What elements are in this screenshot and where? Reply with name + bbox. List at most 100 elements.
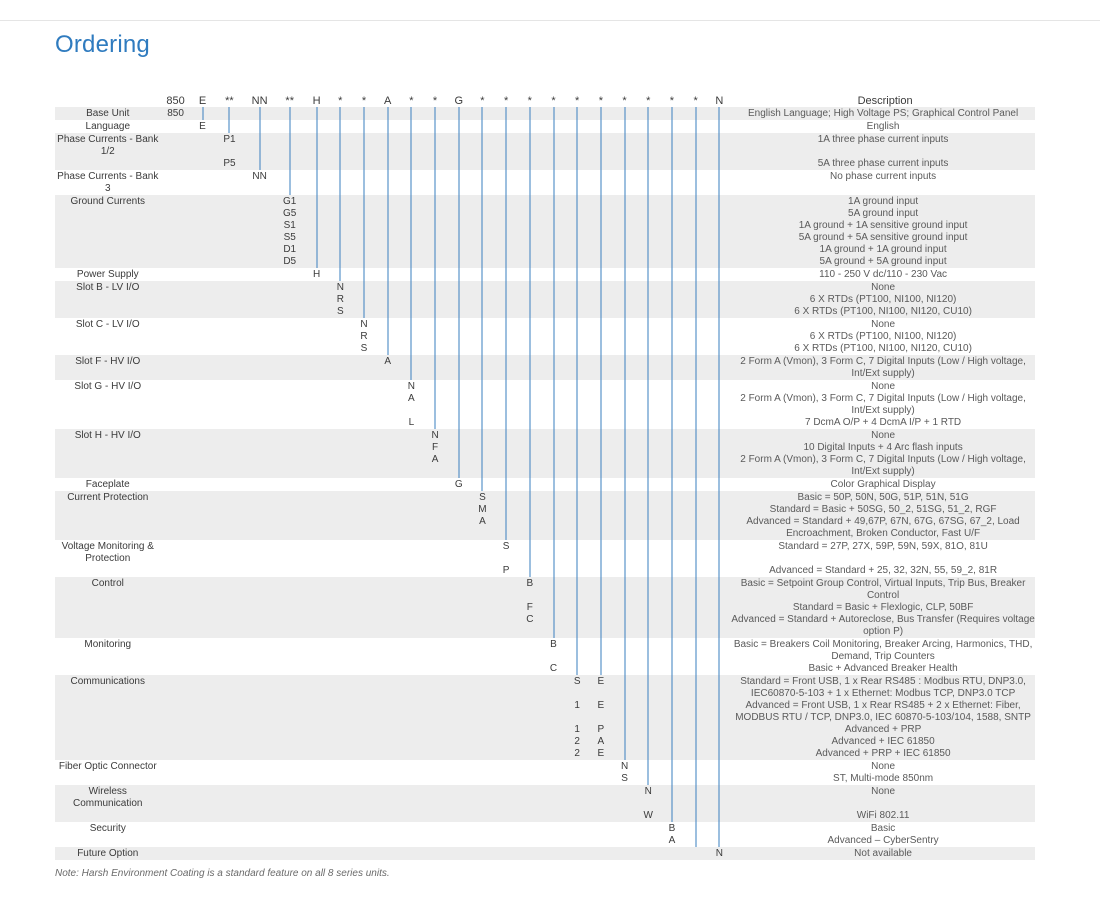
code-cell [245, 268, 275, 281]
code-cell [376, 663, 400, 675]
code-cell [684, 760, 708, 773]
code-cell [660, 393, 684, 417]
table-row: WWiFi 802.11 [55, 810, 1035, 822]
code-value: D1 [281, 244, 298, 256]
code-cell [684, 478, 708, 491]
code-cell [494, 785, 518, 810]
code-cell [542, 565, 566, 577]
code-cell [518, 232, 542, 244]
table-row: Current ProtectionSBasic = 50P, 50N, 50G… [55, 491, 1035, 504]
code-cell [660, 577, 684, 602]
code-cell [376, 331, 400, 343]
code-cell [352, 158, 376, 170]
code-cell [660, 318, 684, 331]
code-cell [707, 540, 731, 565]
code-cell [589, 773, 613, 785]
code-cell [400, 724, 424, 736]
code-cell [400, 540, 424, 565]
code-cell [275, 736, 305, 748]
code-cell [471, 748, 495, 760]
code-value: R [358, 331, 369, 343]
code-cell [245, 810, 275, 822]
code-cell [636, 835, 660, 847]
code-cell: G [447, 478, 471, 491]
code-cell [636, 663, 660, 675]
code-cell [565, 393, 589, 417]
code-cell [423, 504, 447, 516]
code-cell [305, 847, 329, 860]
code-cell [589, 268, 613, 281]
code-cell [447, 700, 471, 724]
code-cell [328, 724, 352, 736]
code-cell [707, 663, 731, 675]
header-code-col: * [518, 95, 542, 107]
code-cell [471, 107, 495, 120]
code-cell [542, 602, 566, 614]
code-cell [542, 540, 566, 565]
code-cell [613, 602, 637, 614]
header-code-col: * [589, 95, 613, 107]
table-row: FaceplateGColor Graphical Display [55, 478, 1035, 491]
code-cell [376, 724, 400, 736]
code-cell: C [518, 614, 542, 638]
code-cell [447, 208, 471, 220]
row-description: 5A three phase current inputs [731, 158, 1035, 170]
code-cell [565, 663, 589, 675]
row-description: Advanced – CyberSentry [731, 835, 1035, 847]
code-cell [447, 355, 471, 380]
code-cell [400, 343, 424, 355]
code-cell [376, 835, 400, 847]
row-description: 1A ground + 1A sensitive ground input [731, 220, 1035, 232]
code-cell: 1 [565, 700, 589, 724]
code-cell [494, 760, 518, 773]
row-name [55, 232, 161, 244]
code-cell [613, 208, 637, 220]
code-cell [161, 429, 191, 442]
code-cell [636, 281, 660, 294]
table-row: Phase Currents - Bank 1/2P11A three phas… [55, 133, 1035, 158]
code-cell: S [565, 675, 589, 700]
code-cell [328, 355, 352, 380]
code-cell [245, 540, 275, 565]
code-cell [214, 306, 244, 318]
code-cell [245, 478, 275, 491]
code-cell [161, 133, 191, 158]
code-cell [518, 170, 542, 195]
row-description: Basic = 50P, 50N, 50G, 51P, 51N, 51G [731, 491, 1035, 504]
code-cell [518, 306, 542, 318]
code-cell [376, 847, 400, 860]
code-cell [518, 663, 542, 675]
code-cell [707, 232, 731, 244]
code-cell [191, 773, 215, 785]
code-cell: N [400, 380, 424, 393]
code-cell [660, 724, 684, 736]
code-cell [352, 294, 376, 306]
code-cell [305, 724, 329, 736]
row-description: 5A ground input [731, 208, 1035, 220]
code-cell [161, 343, 191, 355]
code-cell [565, 256, 589, 268]
code-cell [245, 220, 275, 232]
code-value: G1 [281, 196, 298, 208]
row-name [55, 602, 161, 614]
code-cell [542, 195, 566, 208]
code-cell [613, 133, 637, 158]
code-cell [684, 355, 708, 380]
code-cell [447, 120, 471, 133]
code-cell [660, 504, 684, 516]
code-cell [589, 107, 613, 120]
code-cell [471, 835, 495, 847]
code-cell [423, 268, 447, 281]
code-cell [161, 700, 191, 724]
code-cell [400, 614, 424, 638]
code-cell [636, 195, 660, 208]
table-row: D55A ground + 5A ground input [55, 256, 1035, 268]
code-cell [447, 170, 471, 195]
code-cell [191, 220, 215, 232]
code-cell [494, 244, 518, 256]
code-cell [214, 429, 244, 442]
code-cell [636, 504, 660, 516]
code-cell [214, 220, 244, 232]
code-cell [660, 748, 684, 760]
code-cell [328, 107, 352, 120]
